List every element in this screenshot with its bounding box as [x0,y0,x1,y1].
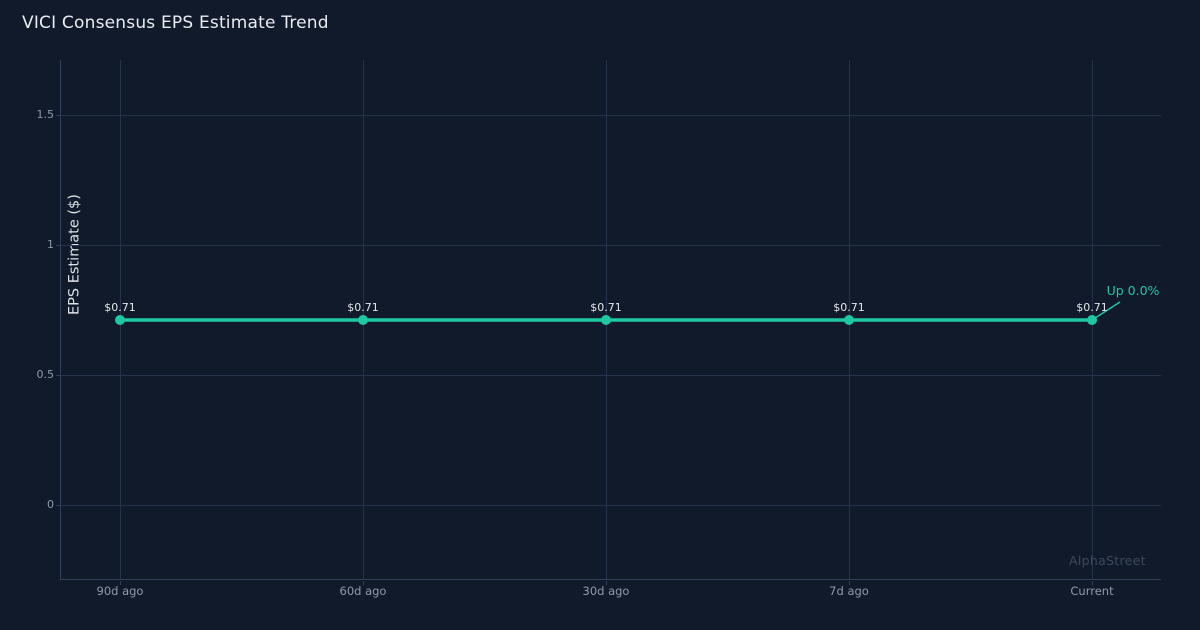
y-tick-label: 1 [47,238,54,251]
plot-area [60,60,1161,580]
x-tick-label: 90d ago [96,584,144,598]
y-tick-0.5 [56,375,60,376]
x-tick-label: Current [1070,584,1114,598]
point-label: $0.71 [347,301,379,314]
x-tick-label: 30d ago [582,584,630,598]
x-tick-0 [120,581,121,585]
point-label: $0.71 [104,301,136,314]
point-label: $0.71 [590,301,622,314]
y-tick-1 [56,245,60,246]
x-tick-1 [363,581,364,585]
gridline-y-1.5 [60,115,1161,116]
gridline-y-0.5 [60,375,1161,376]
y-tick-0 [56,505,60,506]
gridline-y-1 [60,245,1161,246]
point-label: $0.71 [833,301,865,314]
y-tick-1.5 [56,115,60,116]
y-tick-label: 0 [47,498,54,511]
x-tick-label: 7d ago [829,584,869,598]
chart-title: VICI Consensus EPS Estimate Trend [22,13,329,33]
x-tick-4 [1092,581,1093,585]
point-label: $0.71 [1076,301,1108,314]
y-tick-label: 1.5 [36,108,55,121]
x-tick-label: 60d ago [339,584,387,598]
gridline-y-0 [60,505,1161,506]
x-tick-2 [606,581,607,585]
watermark: AlphaStreet [1069,553,1146,568]
y-tick-label: 0.5 [36,368,55,381]
annotation-label: Up 0.0% [1106,283,1160,298]
x-tick-3 [849,581,850,585]
